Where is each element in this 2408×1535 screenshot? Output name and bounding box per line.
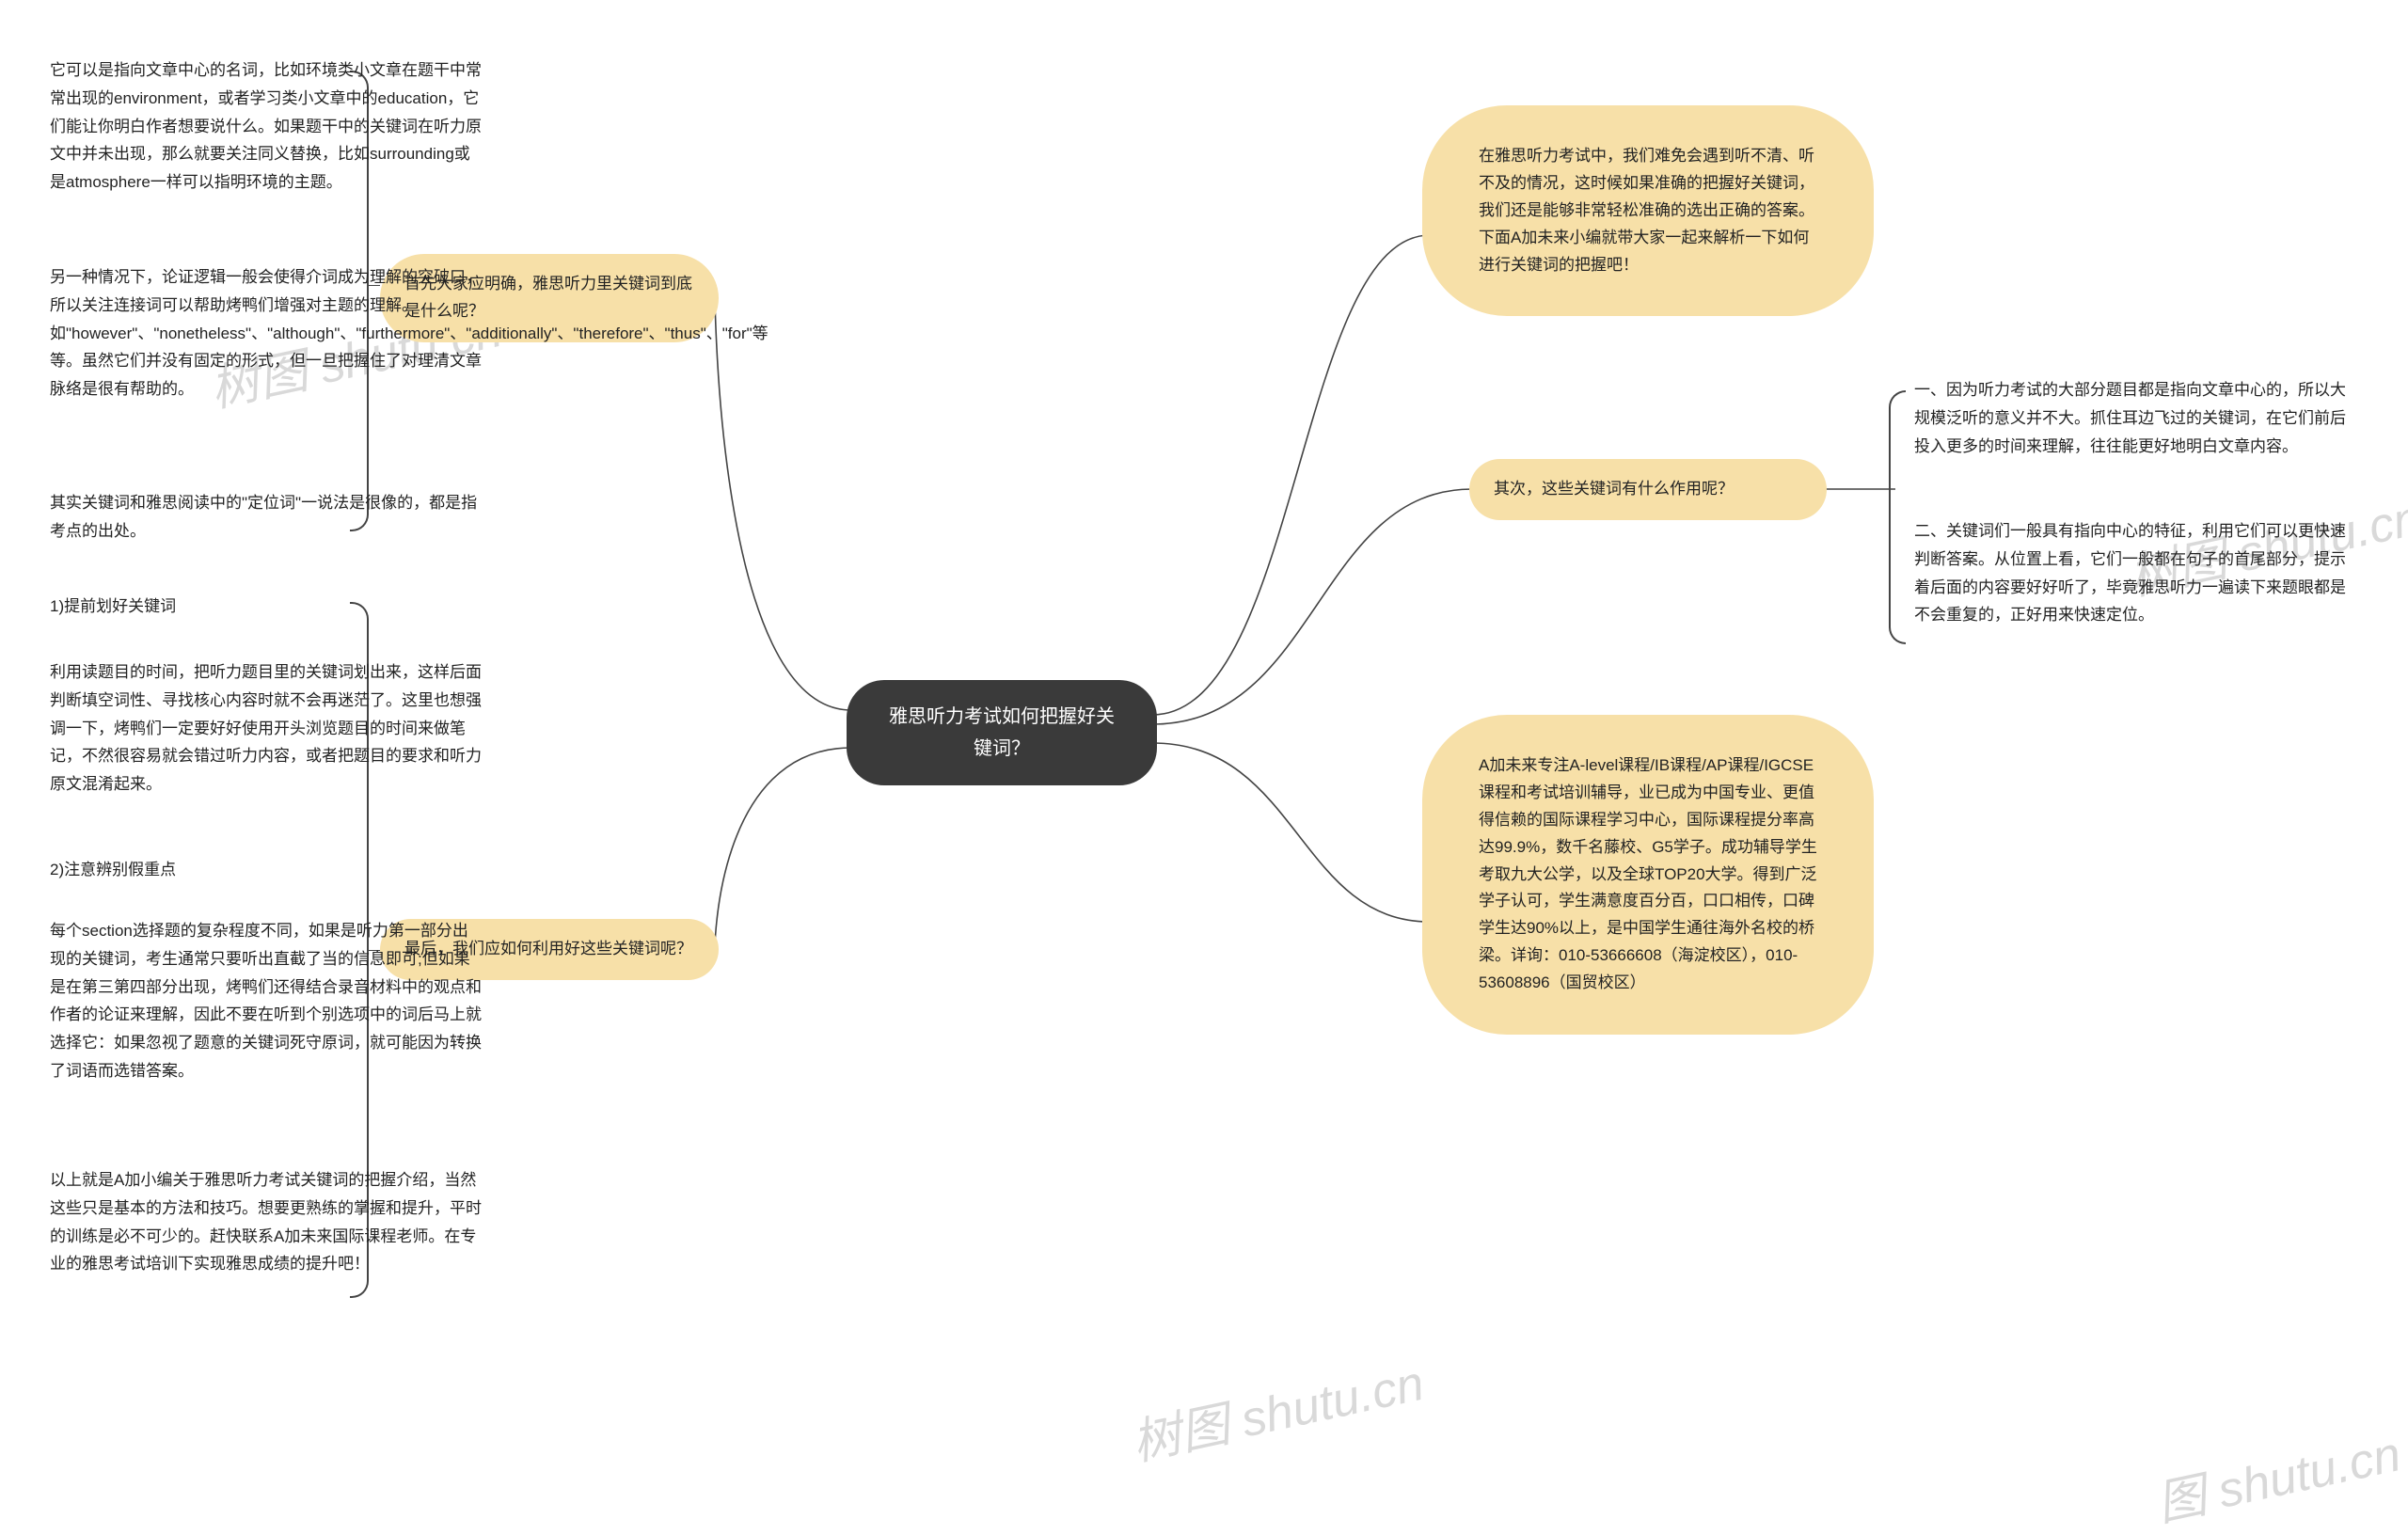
branch-text: A加未来专注A-level课程/IB课程/AP课程/IGCSE课程和考试培训辅导…	[1479, 756, 1817, 991]
leaf: 1)提前划好关键词	[50, 593, 483, 621]
branch-right-use: 其次，这些关键词有什么作用呢？	[1469, 459, 1827, 520]
leaf: 它可以是指向文章中心的名词，比如环境类小文章在题干中常常出现的environme…	[50, 56, 483, 197]
branch-right-intro: 在雅思听力考试中，我们难免会遇到听不清、听不及的情况，这时候如果准确的把握好关键…	[1422, 105, 1874, 316]
leaf: 二、关键词们一般具有指向中心的特征，利用它们可以更快速判断答案。从位置上看，它们…	[1914, 517, 2347, 629]
leaf: 利用读题目的时间，把听力题目里的关键词划出来，这样后面判断填空词性、寻找核心内容…	[50, 658, 483, 799]
leaf: 另一种情况下，论证逻辑一般会使得介词成为理解的突破口，所以关注连接词可以帮助烤鸭…	[50, 263, 483, 404]
leaf: 2)注意辨别假重点	[50, 856, 483, 884]
leaf: 其实关键词和雅思阅读中的"定位词"一说法是很像的，都是指考点的出处。	[50, 489, 483, 546]
watermark: 树图 shutu.cn	[1125, 1343, 1430, 1474]
leaf: 每个section选择题的复杂程度不同，如果是听力第一部分出现的关键词，考生通常…	[50, 917, 483, 1085]
leaf: 一、因为听力考试的大部分题目都是指向文章中心的，所以大规模泛听的意义并不大。抓住…	[1914, 376, 2347, 460]
branch-right-promo: A加未来专注A-level课程/IB课程/AP课程/IGCSE课程和考试培训辅导…	[1422, 715, 1874, 1035]
leaf: 以上就是A加小编关于雅思听力考试关键词的把握介绍，当然这些只是基本的方法和技巧。…	[50, 1166, 483, 1278]
branch-text: 其次，这些关键词有什么作用呢？	[1494, 480, 1734, 498]
center-label: 雅思听力考试如何把握好关键词？	[889, 706, 1115, 759]
branch-text: 在雅思听力考试中，我们难免会遇到听不清、听不及的情况，这时候如果准确的把握好关键…	[1479, 147, 1814, 274]
watermark: 图 shutu.cn	[2149, 1414, 2406, 1534]
bracket	[1889, 390, 1906, 644]
center-node: 雅思听力考试如何把握好关键词？	[847, 680, 1157, 785]
